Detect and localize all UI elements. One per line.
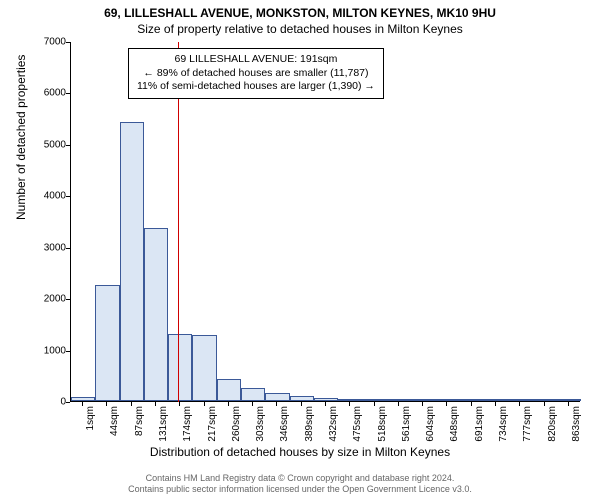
x-tick-label: 389sqm [304, 406, 315, 442]
x-tick-mark [349, 402, 350, 406]
histogram-bar [435, 399, 459, 401]
histogram-bar [362, 399, 386, 401]
x-tick-mark [398, 402, 399, 406]
y-tick-label: 4000 [34, 191, 66, 202]
annotation-line-2: ← 89% of detached houses are smaller (11… [137, 67, 375, 81]
y-tick-mark [66, 42, 70, 43]
histogram-bar [192, 335, 216, 401]
y-tick-label: 7000 [34, 37, 66, 48]
x-tick-label: 260sqm [231, 406, 242, 442]
x-tick-label: 648sqm [449, 406, 460, 442]
x-tick-label: 691sqm [474, 406, 485, 442]
chart-title-address: 69, LILLESHALL AVENUE, MONKSTON, MILTON … [0, 0, 600, 20]
x-tick-mark [228, 402, 229, 406]
x-tick-label: 604sqm [425, 406, 436, 442]
x-tick-mark [106, 402, 107, 406]
x-tick-label: 432sqm [328, 406, 339, 442]
histogram-bar [71, 397, 95, 401]
footer-line-2: Contains public sector information licen… [0, 484, 600, 496]
y-tick-label: 5000 [34, 139, 66, 150]
annotation-line-3: 11% of semi-detached houses are larger (… [137, 80, 375, 94]
x-tick-label: 131sqm [158, 406, 169, 442]
x-tick-label: 44sqm [109, 406, 120, 436]
histogram-bar [144, 228, 168, 401]
x-tick-mark [179, 402, 180, 406]
x-tick-mark [252, 402, 253, 406]
y-tick-mark [66, 351, 70, 352]
histogram-bar [460, 399, 484, 401]
chart-area: 69 LILLESHALL AVENUE: 191sqm ← 89% of de… [70, 42, 580, 402]
y-tick-mark [66, 93, 70, 94]
histogram-bar [120, 122, 144, 401]
x-tick-mark [276, 402, 277, 406]
x-tick-mark [495, 402, 496, 406]
footer-line-1: Contains HM Land Registry data © Crown c… [0, 473, 600, 485]
x-tick-mark [568, 402, 569, 406]
x-tick-mark [544, 402, 545, 406]
x-tick-mark [325, 402, 326, 406]
x-tick-mark [519, 402, 520, 406]
y-tick-label: 2000 [34, 294, 66, 305]
y-axis-label: Number of detached properties [14, 55, 28, 220]
x-tick-mark [155, 402, 156, 406]
histogram-bar [314, 398, 338, 401]
y-tick-label: 3000 [34, 242, 66, 253]
x-tick-label: 303sqm [255, 406, 266, 442]
y-tick-mark [66, 248, 70, 249]
histogram-bar [508, 399, 532, 401]
histogram-bar [168, 334, 192, 401]
histogram-bar [557, 399, 581, 401]
histogram-bar [338, 399, 362, 401]
x-axis-label: Distribution of detached houses by size … [0, 445, 600, 459]
histogram-bar [290, 396, 314, 401]
x-tick-mark [374, 402, 375, 406]
x-tick-label: 475sqm [352, 406, 363, 442]
x-tick-mark [204, 402, 205, 406]
histogram-bar [265, 393, 289, 401]
x-tick-label: 863sqm [571, 406, 582, 442]
x-tick-mark [301, 402, 302, 406]
histogram-bar [217, 379, 241, 401]
y-tick-label: 0 [34, 397, 66, 408]
x-tick-label: 777sqm [522, 406, 533, 442]
x-tick-label: 1sqm [85, 406, 96, 430]
chart-title-sub: Size of property relative to detached ho… [0, 20, 600, 36]
histogram-bar [95, 285, 119, 401]
y-tick-mark [66, 196, 70, 197]
annotation-line-1: 69 LILLESHALL AVENUE: 191sqm [137, 53, 375, 67]
annotation-box: 69 LILLESHALL AVENUE: 191sqm ← 89% of de… [128, 48, 384, 99]
x-tick-label: 820sqm [547, 406, 558, 442]
histogram-bar [532, 399, 556, 401]
x-tick-label: 518sqm [377, 406, 388, 442]
x-tick-mark [471, 402, 472, 406]
x-tick-mark [422, 402, 423, 406]
histogram-bar [387, 399, 411, 401]
y-tick-mark [66, 402, 70, 403]
x-tick-label: 174sqm [182, 406, 193, 442]
x-tick-mark [131, 402, 132, 406]
y-tick-label: 6000 [34, 88, 66, 99]
y-tick-mark [66, 299, 70, 300]
x-tick-label: 87sqm [134, 406, 145, 436]
x-tick-label: 561sqm [401, 406, 412, 442]
footer: Contains HM Land Registry data © Crown c… [0, 473, 600, 496]
histogram-bar [411, 399, 435, 401]
y-tick-label: 1000 [34, 345, 66, 356]
x-tick-mark [82, 402, 83, 406]
histogram-bar [484, 399, 508, 401]
histogram-bar [241, 388, 265, 401]
x-tick-mark [446, 402, 447, 406]
x-tick-label: 734sqm [498, 406, 509, 442]
x-tick-label: 346sqm [279, 406, 290, 442]
y-tick-mark [66, 145, 70, 146]
x-tick-label: 217sqm [207, 406, 218, 442]
